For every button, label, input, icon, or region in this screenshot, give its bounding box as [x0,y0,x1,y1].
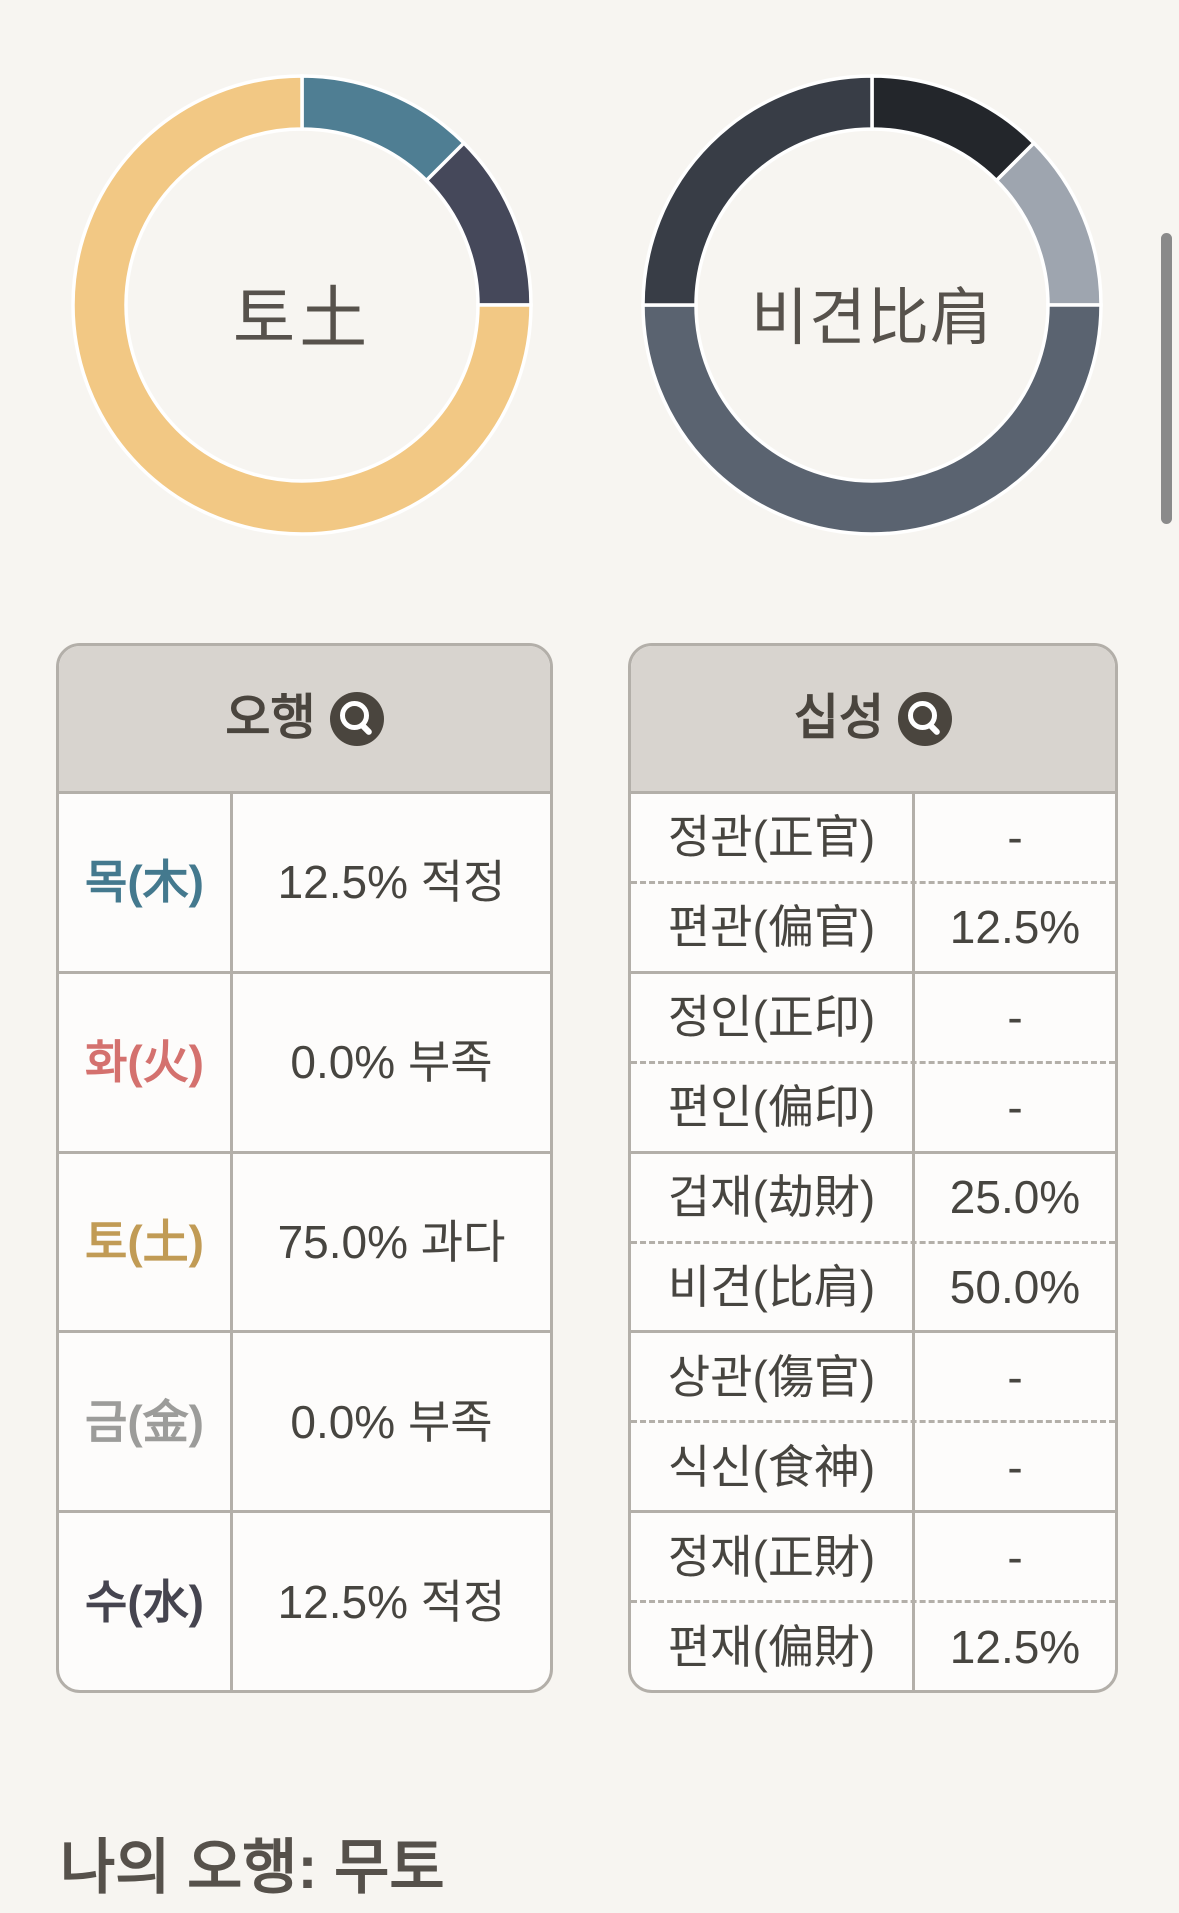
row-value: 25.0% [949,1171,1081,1224]
row-value: 75.0% 과다 [277,1215,506,1268]
row-value: - [1007,1081,1023,1134]
table-row: 수(水) 12.5% 적정 [59,1510,550,1690]
donut-segment-수(水)[interactable] [423,140,533,307]
table-title: 오행 [225,691,316,745]
ten-gods-table-body: 정관(正官) - 편관(偏官) 12.5% 정인(正印) - 편인(偏印) - 겁재(劫財) 25… [631,794,1115,1690]
row-label: 식신(食神) [631,1423,915,1511]
row-value: - [1007,1530,1023,1583]
row-label: 정재(正財) [631,1513,915,1601]
table-row: 편인(偏印) - [631,1060,1115,1151]
row-value: - [1007,991,1023,1044]
row-value: 0.0% 부족 [290,1036,493,1089]
donut-chart-svg [71,74,533,536]
ten-gods-table: 십성 정관(正官) - 편관(偏官) 12.5% 정인(正印) - 편인(偏印) - 겁재(劫財… [628,643,1118,1693]
five-elements-donut-chart: 토土 [71,74,533,536]
row-value: 50.0% [949,1260,1081,1313]
row-value: - [1007,1440,1023,1493]
table-title: 십성 [793,691,885,745]
row-label: 비견(比肩) [631,1243,915,1331]
row-label: 수(水) [59,1513,233,1690]
row-value: 12.5% 적정 [277,1575,506,1628]
table-row: 토(土) 75.0% 과다 [59,1150,550,1331]
scrollbar-thumb[interactable] [1161,233,1172,524]
donut-segment-편재(偏財)[interactable] [993,140,1103,307]
row-label: 정관(正官) [631,794,915,881]
row-label: 금(金) [59,1333,233,1511]
row-label: 편관(偏官) [631,883,915,971]
table-row: 금(金) 0.0% 부족 [59,1330,550,1511]
row-value: - [1007,811,1023,864]
five-elements-table: 오행 목(木) 12.5% 적정 화(火) 0.0% 부족 토(土) 75.0% 과다 금(… [56,643,553,1693]
row-label: 목(木) [59,794,233,971]
row-value: 12.5% [949,1620,1081,1673]
magnifier-icon[interactable] [898,691,953,746]
table-row: 편관(偏官) 12.5% [631,880,1115,971]
row-value: 12.5% 적정 [277,856,506,909]
my-element-heading: 나의 오행: 무토 [60,1834,445,1901]
table-row: 비견(比肩) 50.0% [631,1240,1115,1331]
table-row: 편재(偏財) 12.5% [631,1600,1115,1690]
magnifier-icon[interactable] [329,691,384,746]
donut-segment-토(土)[interactable] [71,74,533,536]
donut-segment-비견(比肩)[interactable] [641,303,1103,536]
table-row: 겁재(劫財) 25.0% [631,1150,1115,1241]
donut-chart-svg [641,74,1103,536]
table-row: 정재(正財) - [631,1510,1115,1601]
ten-gods-table-header: 십성 [631,646,1115,794]
table-row: 정인(正印) - [631,970,1115,1061]
row-label: 화(火) [59,973,233,1151]
table-row: 상관(傷官) - [631,1330,1115,1421]
row-label: 정인(正印) [631,973,915,1061]
table-row: 화(火) 0.0% 부족 [59,970,550,1151]
row-label: 상관(傷官) [631,1333,915,1421]
five-elements-table-header: 오행 [59,646,550,794]
row-label: 편재(偏財) [631,1603,915,1690]
donut-segment-목(木)[interactable] [300,74,467,184]
row-label: 겁재(劫財) [631,1153,915,1241]
row-value: - [1007,1350,1023,1403]
row-value: 0.0% 부족 [290,1395,493,1448]
row-label: 편인(偏印) [631,1063,915,1151]
row-value: 12.5% [949,901,1081,954]
row-label: 토(土) [59,1153,233,1331]
table-row: 식신(食神) - [631,1420,1115,1511]
table-row: 정관(正官) - [631,794,1115,881]
donut-segment-편관(偏官)[interactable] [870,74,1037,184]
five-elements-table-body: 목(木) 12.5% 적정 화(火) 0.0% 부족 토(土) 75.0% 과다 금(金) 0… [59,794,550,1690]
donut-segment-겁재(劫財)[interactable] [641,74,874,307]
ten-gods-donut-chart: 비견比肩 [641,74,1103,536]
table-row: 목(木) 12.5% 적정 [59,794,550,971]
